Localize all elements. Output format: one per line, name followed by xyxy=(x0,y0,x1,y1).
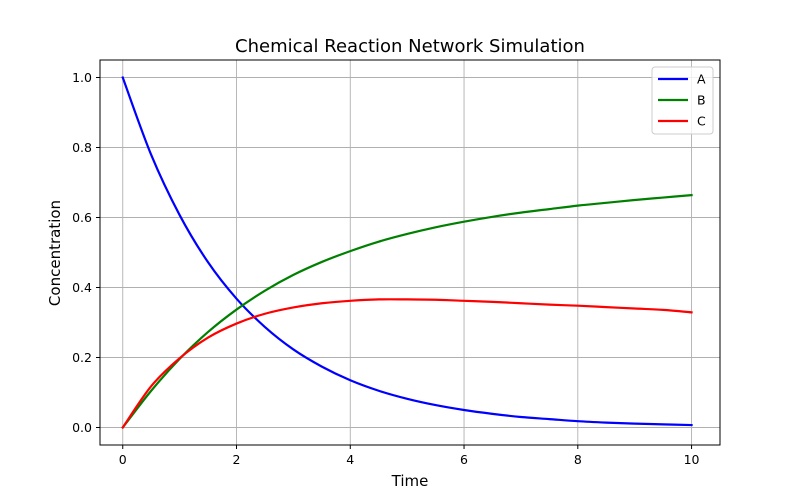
legend-label-c: C xyxy=(697,114,706,129)
x-tick-label: 8 xyxy=(574,452,582,467)
y-tick-label: 0.6 xyxy=(72,210,92,225)
x-tick-label: 10 xyxy=(684,452,700,467)
series-line-c xyxy=(121,298,693,430)
legend: A B C xyxy=(651,66,714,135)
legend-label-b: B xyxy=(697,93,706,108)
series-line-a xyxy=(121,76,693,427)
x-tick-label: 6 xyxy=(460,452,468,467)
plot-frame xyxy=(99,59,721,446)
y-tick-label: 1.0 xyxy=(72,70,92,85)
grid-layer xyxy=(100,60,720,445)
y-tick-label: 0.4 xyxy=(72,280,92,295)
x-tick-label: 4 xyxy=(346,452,354,467)
legend-label-a: A xyxy=(697,72,706,87)
x-tick-label: 2 xyxy=(233,452,241,467)
x-axis-label: Time xyxy=(391,472,429,490)
y-axis-label: Concentration xyxy=(46,200,64,306)
y-tick-label: 0.2 xyxy=(72,350,92,365)
chart-title: Chemical Reaction Network Simulation xyxy=(235,36,585,57)
series-layer xyxy=(121,76,693,430)
x-tick-label: 0 xyxy=(119,452,127,467)
tick-layer: 0 2 4 6 8 10 0.0 0.2 0.4 0.6 0.8 1.0 xyxy=(72,70,699,467)
y-tick-label: 0.8 xyxy=(72,140,92,155)
y-tick-label: 0.0 xyxy=(72,420,92,435)
series-line-b xyxy=(121,193,693,430)
